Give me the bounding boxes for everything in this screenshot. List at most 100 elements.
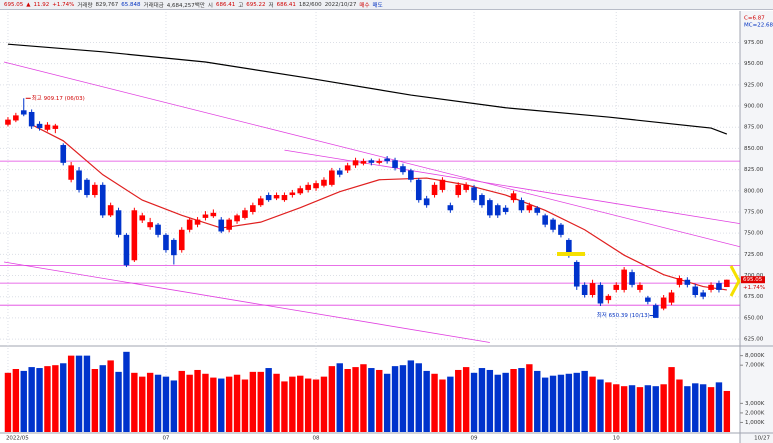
axis-panel [740,11,773,443]
toolbar-item: 매도 [372,2,383,9]
volume-bar [526,364,533,432]
candle-body [384,158,390,162]
candle-body [518,200,525,211]
toolbar-item: 저 [268,2,274,9]
candle-body [273,195,280,199]
candle-body [376,161,383,163]
volume-bar [605,382,612,432]
candle-body [431,184,438,196]
indicator-line [3,61,740,248]
candle-body [700,292,706,297]
volume-bar [146,372,154,432]
candle-body [368,160,375,163]
candle-body [76,170,82,190]
volume-bar [297,375,304,432]
candle-body [629,272,635,285]
candle-body [257,198,264,206]
volume-bar [265,368,272,432]
candle-body [692,286,699,296]
candle-body [708,284,714,290]
candle-body [297,188,304,194]
volume-bar [75,355,83,432]
volume-bar [12,369,20,432]
candle-body [202,214,209,218]
candle-body [92,184,98,196]
candle-body [13,115,19,121]
volume-bar [692,383,699,432]
y-tick-label: 950.00 [744,61,764,67]
volume-bar [628,385,636,432]
volume-bar [684,386,691,432]
candle-body [581,284,588,296]
y-tick-label: 800.00 [744,188,764,194]
candle-body [84,179,90,196]
y-tick-label: 875.00 [744,125,764,131]
x-tick-label: 09 [471,436,478,442]
candle-body [447,205,454,211]
candle-body [242,210,248,218]
volume-bar [455,369,462,432]
candle-body [352,160,359,166]
candle-body [115,210,122,235]
volume-tick-label: 3,000K [745,401,765,407]
volume-bar [225,376,233,432]
volume-bar [36,368,43,432]
candle-body [99,184,106,216]
volume-bar [534,370,541,432]
volume-bar [289,376,296,432]
candle-body [250,205,256,212]
x-tick-label: 08 [313,436,320,442]
candle-body [494,205,501,216]
candle-body [210,212,217,217]
indicator-line [31,124,727,291]
volume-bar [431,373,438,432]
y-tick-label: 775.00 [744,209,764,215]
volume-bar [636,387,644,432]
toolbar-item: 695.05 [4,1,24,8]
volume-bar [304,378,312,432]
x-tick-label: 2022/05 [6,436,29,442]
x-tick-label: 10 [613,436,620,442]
candle-body [526,205,533,211]
candle-body [605,295,612,301]
candle-body [336,170,343,175]
toolbar-item: 4,684,257백만 [166,2,205,9]
y-tick-label: 700.00 [744,273,764,279]
toolbar-item: 매수 [359,2,370,9]
candle-body [171,239,177,256]
volume-bar [676,379,683,432]
volume-bar [478,368,486,432]
toolbar-item: 182/600 [298,1,322,8]
volume-bar [241,379,249,432]
y-tick-label: 750.00 [744,231,764,237]
volume-bar [573,372,580,432]
volume-bar [502,372,509,432]
volume-bar [707,387,715,432]
candle-body [186,219,193,230]
candle-body [44,124,51,130]
candle-body [660,297,667,309]
toolbar-item: ▲ [26,1,31,8]
volume-tick-label: 2,000K [745,410,765,416]
x-end-label: 10/27 [754,436,770,442]
volume-bar [123,351,130,432]
candle-body [281,195,288,201]
indicator-line [7,43,728,135]
candle-body [305,184,311,190]
volume-bar [233,374,241,432]
volume-bar [178,370,185,432]
y-tick-label: 625.00 [744,337,764,343]
candle-body [226,219,232,230]
volume-bar [115,371,122,432]
volume-bar [581,370,588,432]
y-tick-label: 675.00 [744,294,764,300]
toolbar-item: 65.848 [121,1,141,8]
volume-bar [597,379,604,432]
annotation: 최저 650.39 (10/13) [597,311,650,319]
indicator-label: C=6.87 [744,16,765,22]
volume-bar [91,369,99,432]
candle-body [716,283,722,290]
y-tick-label: 900.00 [744,104,764,110]
